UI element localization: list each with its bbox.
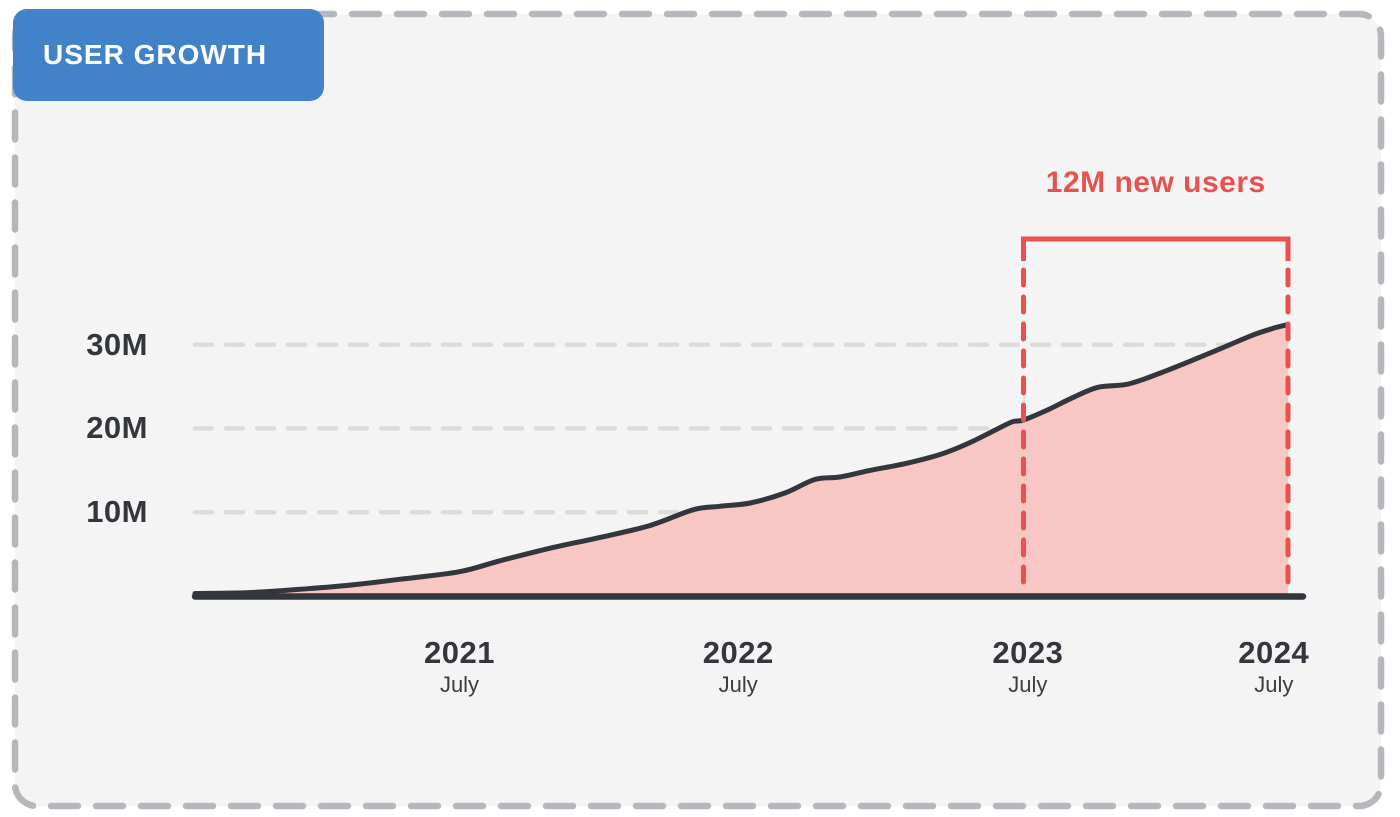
- y-axis-label-30M: 30M: [86, 326, 148, 362]
- tick-year: 2021: [424, 635, 495, 670]
- y-axis-label-20M: 20M: [86, 410, 148, 446]
- tick-year: 2023: [992, 635, 1064, 670]
- title-badge-label: USER GROWTH: [43, 39, 268, 70]
- annotation-bracket: [1020, 236, 1291, 261]
- trend-line: [192, 322, 1291, 596]
- x-axis-tick-2024: 2024 July: [1238, 636, 1309, 698]
- y-axis-label-10M: 10M: [86, 494, 148, 530]
- annotation-label: 12M new users: [1045, 166, 1266, 199]
- title-badge: USER GROWTH: [13, 9, 324, 101]
- card-background: [15, 14, 1381, 806]
- tick-month: July: [1254, 672, 1294, 697]
- tick-month: July: [439, 672, 480, 697]
- tick-month: July: [718, 672, 758, 697]
- area-fill: [195, 324, 1288, 596]
- tick-year: 2024: [1238, 635, 1310, 670]
- card-dashed-border: [11, 10, 1385, 810]
- tick-year: 2022: [702, 635, 774, 670]
- x-axis-tick-2023: 2023 July: [992, 636, 1063, 698]
- x-axis-tick-2022: 2022 July: [703, 636, 774, 698]
- tick-month: July: [1008, 672, 1048, 697]
- x-axis-tick-2021: 2021 July: [424, 636, 495, 698]
